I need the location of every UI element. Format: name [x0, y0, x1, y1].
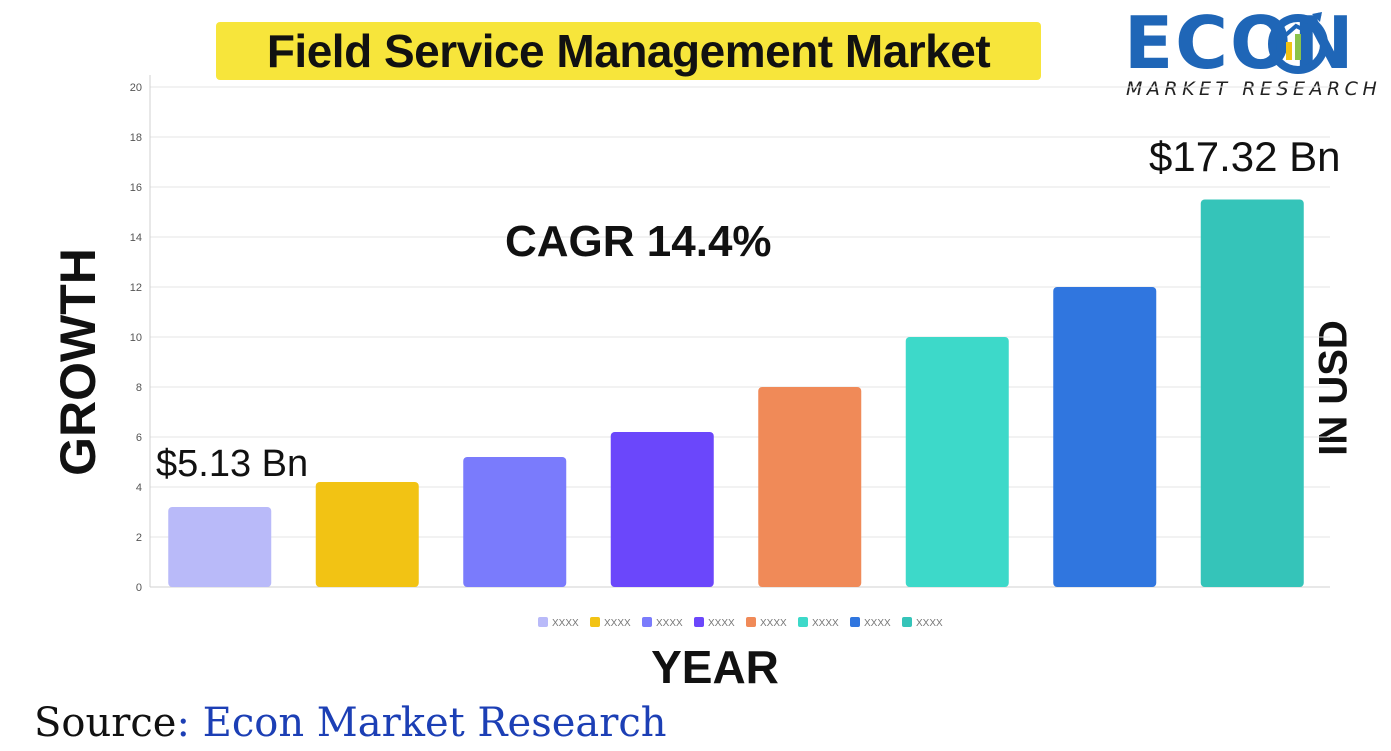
y-tick-label: 16: [130, 182, 142, 194]
bar: [1053, 287, 1157, 587]
chart-title-banner: Field Service Management Market: [216, 22, 1041, 80]
legend-label: XXXX: [656, 618, 683, 629]
cagr-label: CAGR 14.4%: [505, 217, 772, 266]
y-tick-label: 12: [130, 282, 142, 294]
legend-swatch: [694, 617, 704, 627]
y-tick-label: 20: [130, 82, 142, 94]
bar: [168, 507, 272, 587]
legend-swatch: [642, 617, 652, 627]
end-value-label: $17.32 Bn: [1149, 133, 1341, 180]
y-tick-label: 10: [130, 332, 142, 344]
econ-logo: ECON MARKET RESEARCH: [1120, 4, 1382, 102]
legend-swatch: [590, 617, 600, 627]
y-tick-label: 18: [130, 132, 142, 144]
legend-swatch: [538, 617, 548, 627]
legend-swatch: [902, 617, 912, 627]
chart-title: Field Service Management Market: [266, 25, 991, 77]
bar: [463, 457, 567, 587]
bar: [1200, 199, 1304, 587]
legend-swatch: [798, 617, 808, 627]
y-tick-label: 4: [136, 482, 142, 494]
legend-label: XXXX: [760, 618, 787, 629]
source-value: : Econ Market Research: [176, 700, 667, 746]
y-tick-label: 0: [136, 582, 142, 594]
y-tick-label: 14: [130, 232, 142, 244]
source-label: Source: [34, 700, 177, 746]
start-value-label: $5.13 Bn: [156, 443, 308, 485]
bar: [610, 432, 714, 587]
legend-label: XXXX: [916, 618, 943, 629]
legend-swatch: [850, 617, 860, 627]
bar: [758, 387, 862, 587]
legend-label: XXXX: [812, 618, 839, 629]
y-tick-label: 2: [136, 532, 142, 544]
bar-growth-arrow-icon: [1268, 12, 1328, 74]
legend-label: XXXX: [552, 618, 579, 629]
legend-label: XXXX: [708, 618, 735, 629]
legend-swatch: [746, 617, 756, 627]
y-tick-label: 6: [136, 432, 142, 444]
y-tick-label: 8: [136, 382, 142, 394]
bar: [905, 337, 1009, 587]
x-axis-title: YEAR: [651, 641, 779, 693]
legend-label: XXXX: [604, 618, 631, 629]
logo-subtitle: MARKET RESEARCH: [1126, 78, 1382, 100]
legend-label: XXXX: [864, 618, 891, 629]
bar: [315, 482, 419, 587]
source-line: Source: Econ Market Research: [34, 700, 667, 746]
